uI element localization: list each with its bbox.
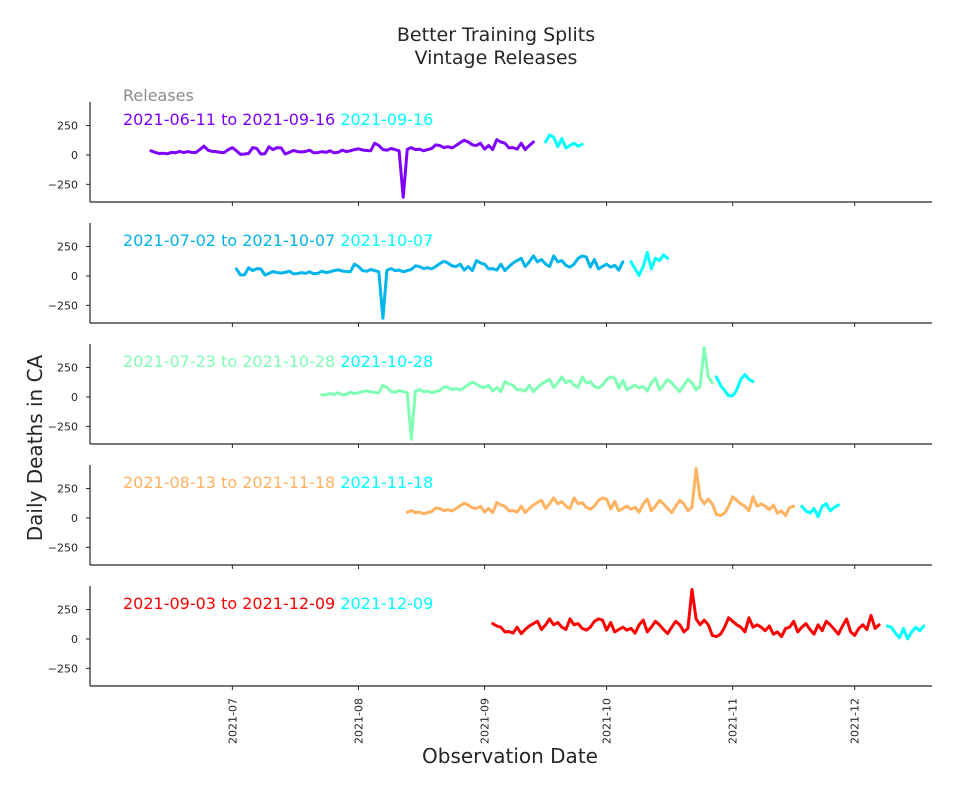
release-series-line <box>714 373 755 398</box>
x-tick-label: 2021-07 <box>226 698 239 744</box>
panel-1: 250 0 −250 Releases 2021-06-11 to 2021-09-16… <box>48 86 932 206</box>
y-tick-label: 250 <box>57 241 78 254</box>
y-tick-label: 250 <box>57 483 78 496</box>
y-tick-label: 0 <box>71 512 78 525</box>
training-series-line <box>405 467 796 518</box>
release-series-line <box>629 250 670 277</box>
legend-heading: Releases <box>123 86 194 105</box>
y-axis-label: Daily Deaths in CA <box>23 354 47 541</box>
y-tick-label: 250 <box>57 362 78 375</box>
legend-entry: 2021-07-02 to 2021-10-07 2021-10-07 <box>123 231 433 250</box>
y-tick-label: 0 <box>71 391 78 404</box>
training-series-line <box>320 346 714 441</box>
y-tick-label: 0 <box>71 633 78 646</box>
panel-3: 250 0 −250 2021-07-23 to 2021-10-28 2021-10… <box>48 344 932 448</box>
legend-entry: 2021-09-03 to 2021-12-09 2021-12-09 <box>123 594 433 613</box>
x-tick-label: 2021-09 <box>479 698 492 744</box>
legend-release-date: 2021-11-18 <box>340 473 433 492</box>
y-tick-label: −250 <box>48 420 78 433</box>
panels: 250 0 −250 Releases 2021-06-11 to 2021-09-16… <box>48 86 932 744</box>
training-series-line <box>491 588 881 639</box>
legend-train-range: 2021-06-11 to 2021-09-16 <box>123 110 340 129</box>
legend-release-date: 2021-10-28 <box>340 352 433 371</box>
release-series-line <box>800 502 840 519</box>
y-tick-label: 250 <box>57 120 78 133</box>
y-tick-label: −250 <box>48 178 78 191</box>
training-series-line <box>234 254 625 320</box>
x-tick-label: 2021-11 <box>727 698 740 744</box>
x-tick-label: 2021-10 <box>601 698 614 744</box>
release-series-line <box>885 624 926 641</box>
training-series-line <box>149 138 535 199</box>
chart-title-line1: Better Training Splits <box>397 24 595 46</box>
legend-release-date: 2021-09-16 <box>340 110 433 129</box>
release-series-line <box>544 133 584 150</box>
x-tick-label: 2021-08 <box>352 698 365 744</box>
x-axis-label: Observation Date <box>422 744 598 768</box>
chart-title-line2: Vintage Releases <box>415 47 578 69</box>
y-tick-label: 0 <box>71 149 78 162</box>
legend-release-date: 2021-12-09 <box>340 594 433 613</box>
y-tick-label: −250 <box>48 299 78 312</box>
legend-entry: 2021-06-11 to 2021-09-16 2021-09-16 <box>123 110 433 129</box>
panel-5: 250 0 −250 2021-07 2021-08 2021-09 2021-10 2021… <box>48 586 932 744</box>
y-tick-label: 0 <box>71 270 78 283</box>
legend-entry: 2021-07-23 to 2021-10-28 2021-10-28 <box>123 352 433 371</box>
legend-train-range: 2021-07-23 to 2021-10-28 <box>123 352 340 371</box>
legend-entry: 2021-08-13 to 2021-11-18 2021-11-18 <box>123 473 433 492</box>
panel-2: 250 0 −250 2021-07-02 to 2021-10-07 2021-10… <box>48 223 932 327</box>
legend-train-range: 2021-09-03 to 2021-12-09 <box>123 594 340 613</box>
y-tick-label: −250 <box>48 541 78 554</box>
legend-train-range: 2021-08-13 to 2021-11-18 <box>123 473 340 492</box>
x-tick-label: 2021-12 <box>849 698 862 744</box>
legend-train-range: 2021-07-02 to 2021-10-07 <box>123 231 340 250</box>
y-tick-label: −250 <box>48 662 78 675</box>
legend-release-date: 2021-10-07 <box>340 231 433 250</box>
y-tick-label: 250 <box>57 604 78 617</box>
panel-4: 250 0 −250 2021-08-13 to 2021-11-18 2021-11… <box>48 465 932 569</box>
